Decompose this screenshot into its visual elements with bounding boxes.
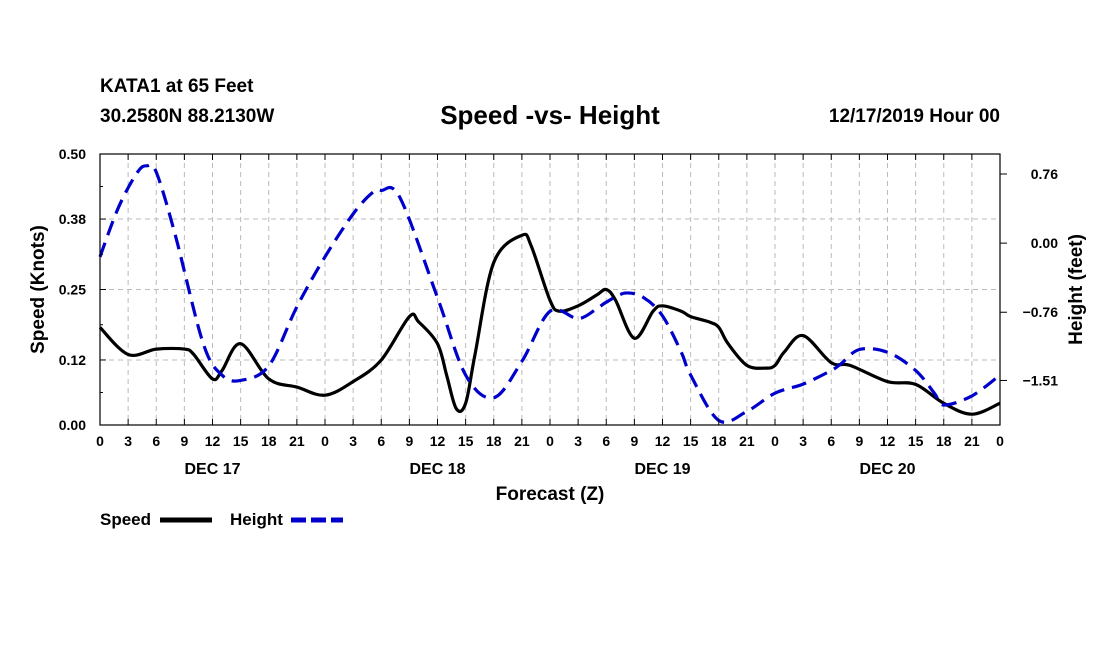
y2-tick-label: −0.76	[1023, 304, 1059, 320]
x-tick-label: 18	[261, 433, 277, 449]
day-label: DEC 18	[409, 461, 465, 478]
coords-label: 30.2580N 88.2130W	[100, 106, 275, 127]
y-tick-label: 0.25	[59, 282, 86, 298]
station-label: KATA1 at 65 Feet	[100, 76, 254, 97]
chart-title: Speed -vs- Height	[440, 100, 660, 130]
grid-lines	[100, 154, 1000, 425]
day-label: DEC 20	[859, 461, 915, 478]
x-tick-label: 21	[964, 433, 980, 449]
x-tick-label: 9	[855, 433, 863, 449]
x-tick-label: 3	[799, 433, 807, 449]
y2-tick-label: 0.76	[1031, 166, 1058, 182]
legend-label-speed: Speed	[100, 510, 151, 529]
x-tick-label: 12	[655, 433, 671, 449]
x-tick-label: 0	[996, 433, 1004, 449]
legend: Speed Height	[100, 510, 343, 529]
x-tick-label: 3	[574, 433, 582, 449]
x-tick-label: 15	[683, 433, 699, 449]
x-tick-label: 0	[96, 433, 104, 449]
y2-tick-label: 0.00	[1031, 235, 1058, 251]
x-tick-label: 12	[430, 433, 446, 449]
x-tick-label: 0	[321, 433, 329, 449]
day-label: DEC 19	[634, 461, 690, 478]
x-tick-label: 0	[771, 433, 779, 449]
x-tick-label: 18	[936, 433, 952, 449]
x-tick-label: 15	[233, 433, 249, 449]
x-axis-label: Forecast (Z)	[496, 484, 605, 505]
y-tick-label: 0.00	[59, 417, 86, 433]
x-tick-label: 9	[180, 433, 188, 449]
y-tick-label: 0.12	[59, 352, 86, 368]
y-axis-label: Speed (Knots)	[28, 225, 49, 354]
height-series-line	[98, 163, 1001, 424]
x-tick-label: 6	[602, 433, 610, 449]
x-tick-label: 9	[630, 433, 638, 449]
x-tick-label: 21	[289, 433, 305, 449]
x-tick-label: 6	[377, 433, 385, 449]
y2-tick-label: −1.51	[1023, 372, 1059, 388]
legend-label-height: Height	[230, 510, 283, 529]
x-tick-label: 12	[880, 433, 896, 449]
x-tick-label: 3	[124, 433, 132, 449]
y2-axis-label: Height (feet)	[1066, 234, 1087, 345]
x-tick-label: 21	[514, 433, 530, 449]
datetime-label: 12/17/2019 Hour 00	[828, 106, 1000, 127]
axes-group: 0 3 6 9 12 15 18 21 0 3 6 9 12 15 18 21 0 3 6 9 12 15 18 21 0 3 6 9…	[28, 146, 1087, 505]
x-tick-label: 12	[205, 433, 221, 449]
x-tick-label: 9	[405, 433, 413, 449]
day-label: DEC 17	[184, 461, 240, 478]
x-tick-label: 15	[458, 433, 474, 449]
x-tick-label: 18	[711, 433, 727, 449]
x-tick-label: 3	[349, 433, 357, 449]
x-tick-label: 6	[827, 433, 835, 449]
speed-series-line	[98, 232, 1001, 416]
x-tick-label: 15	[908, 433, 924, 449]
x-tick-label: 0	[546, 433, 554, 449]
y-tick-label: 0.50	[59, 146, 86, 162]
y-tick-label: 0.38	[59, 211, 86, 227]
x-tick-label: 21	[739, 433, 755, 449]
x-tick-label: 6	[152, 433, 160, 449]
x-tick-label: 18	[486, 433, 502, 449]
series-group	[98, 163, 1001, 424]
